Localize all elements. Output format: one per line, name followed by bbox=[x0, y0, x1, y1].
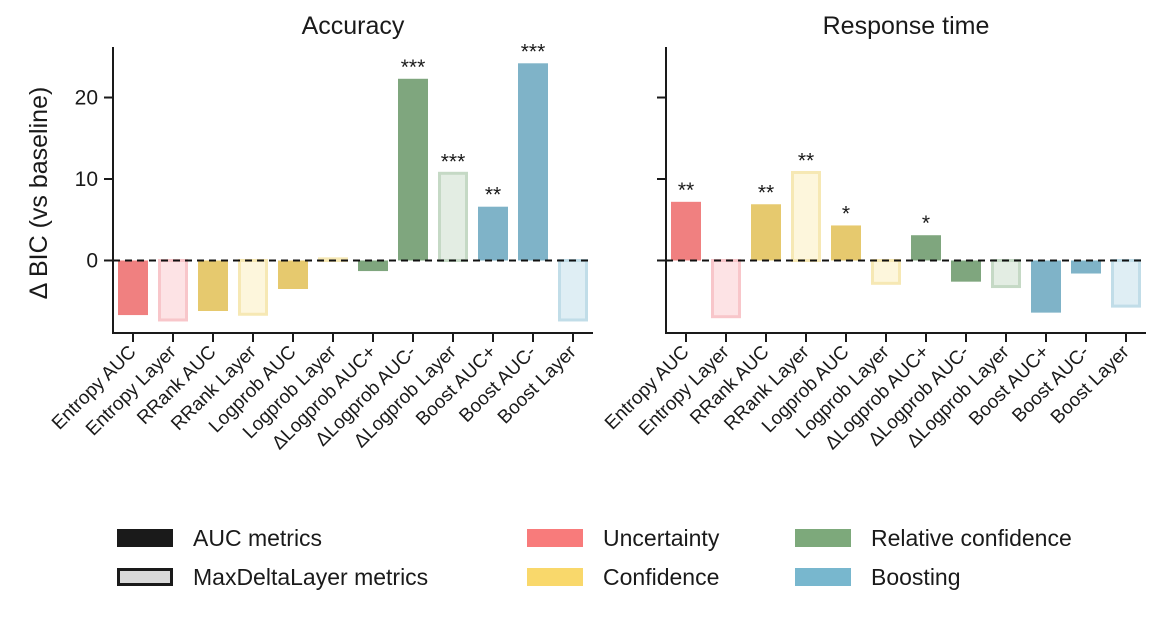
bar-entropy-auc bbox=[118, 260, 148, 316]
bar-logprob-auc bbox=[831, 225, 861, 261]
bar-entropy-auc bbox=[671, 201, 701, 261]
bar-boost-auc- bbox=[478, 206, 508, 261]
legend-patch-auc bbox=[117, 529, 173, 547]
bar-entropy-layer bbox=[158, 258, 188, 322]
bar--logprob-auc- bbox=[911, 235, 941, 261]
legend-label: MaxDeltaLayer metrics bbox=[193, 564, 428, 590]
bar-logprob-layer bbox=[871, 258, 901, 285]
y-tick-label: 20 bbox=[75, 87, 98, 110]
bar--logprob-auc- bbox=[951, 260, 981, 282]
bar-entropy-layer bbox=[711, 258, 741, 319]
bar-boost-auc- bbox=[1031, 260, 1061, 313]
y-tick-label: 10 bbox=[75, 168, 98, 191]
legend-label: Boosting bbox=[871, 564, 961, 590]
bar--logprob-layer bbox=[438, 171, 468, 262]
legend-patch-relative bbox=[795, 529, 851, 547]
significance-label: ** bbox=[678, 179, 694, 202]
significance-label: ** bbox=[798, 149, 814, 172]
legend-patch-uncertainty bbox=[527, 529, 583, 547]
legend: AUC metrics MaxDeltaLayer metrics Uncertai… bbox=[117, 525, 1072, 590]
bar-rrank-layer bbox=[238, 258, 268, 316]
y-tick-label: 0 bbox=[86, 249, 98, 272]
bar--logprob-auc- bbox=[398, 78, 428, 261]
bar--logprob-auc- bbox=[358, 260, 388, 272]
legend-label: Uncertainty bbox=[603, 525, 720, 551]
legend-label: Relative confidence bbox=[871, 525, 1072, 551]
significance-label: *** bbox=[401, 56, 426, 79]
legend-label: AUC metrics bbox=[193, 525, 322, 551]
bar-boost-auc- bbox=[1071, 260, 1101, 274]
bar-boost-layer bbox=[558, 258, 588, 322]
legend-patch-confidence bbox=[527, 568, 583, 586]
legend-patch-layer bbox=[117, 568, 173, 586]
panel-title: Response time bbox=[823, 12, 990, 40]
panel-title: Accuracy bbox=[302, 12, 405, 40]
bar--logprob-layer bbox=[991, 258, 1021, 289]
bar-boost-layer bbox=[1111, 258, 1141, 308]
bar-boost-auc- bbox=[518, 63, 548, 261]
legend-label: Confidence bbox=[603, 564, 719, 590]
y-axis-label: Δ BIC (vs baseline) bbox=[25, 87, 53, 300]
bar-logprob-auc bbox=[278, 260, 308, 289]
significance-label: * bbox=[842, 202, 850, 225]
significance-label: *** bbox=[521, 40, 546, 63]
bar-rrank-layer bbox=[791, 170, 821, 262]
legend-patch-boosting bbox=[795, 568, 851, 586]
significance-label: * bbox=[922, 212, 930, 235]
significance-label: ** bbox=[485, 184, 501, 207]
bar-rrank-auc bbox=[198, 260, 228, 311]
significance-label: *** bbox=[441, 150, 466, 173]
significance-label: ** bbox=[758, 181, 774, 204]
bar-rrank-auc bbox=[751, 204, 781, 261]
